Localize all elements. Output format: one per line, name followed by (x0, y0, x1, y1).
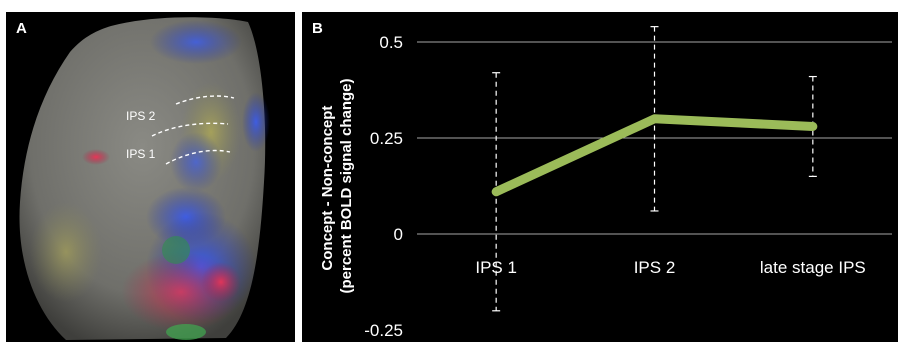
ips2-brain-label: IPS 2 (126, 109, 156, 123)
y-tick-label: 0 (394, 225, 403, 244)
data-point (811, 125, 814, 128)
panel-b-letter: B (312, 20, 323, 37)
x-tick-label: IPS 1 (475, 258, 517, 277)
panel-a-letter: A (16, 20, 27, 37)
y-axis-label: Concept - Non-concept (percent BOLD sign… (319, 78, 355, 293)
data-point (495, 190, 498, 193)
x-tick-labels: IPS 1 IPS 2 late stage IPS (475, 258, 865, 277)
y-tick-label: 0.25 (370, 129, 403, 148)
sulcus-line-lower (165, 149, 231, 165)
y-tick-labels: 0.5 0.25 0 -0.25 (364, 33, 403, 340)
line-chart: 0.5 0.25 0 -0.25 IPS 1 IPS 2 late stage IPS C… (319, 26, 892, 340)
y-axis-label-line-1: Concept - Non-concept (319, 106, 336, 271)
y-axis-label-line-2: (percent BOLD signal change) (338, 78, 355, 293)
data-series (491, 114, 818, 197)
y-tick-label: 0.5 (379, 33, 403, 52)
x-tick-label: late stage IPS (760, 258, 866, 277)
ips1-brain-label: IPS 1 (126, 147, 156, 161)
x-tick-label: IPS 2 (634, 258, 676, 277)
panel-b-chart: B 0.5 0.25 0 -0.25 IPS 1 IPS 2 late stage IPS… (302, 12, 898, 342)
sulcus-line-upper (175, 95, 235, 105)
y-tick-label: -0.25 (364, 321, 403, 340)
panel-a-brain-image: A (6, 12, 295, 342)
brain-surface-illustration: IPS 2 IPS 1 (19, 17, 270, 341)
sulcus-line-middle (151, 122, 229, 137)
data-point (653, 117, 656, 120)
